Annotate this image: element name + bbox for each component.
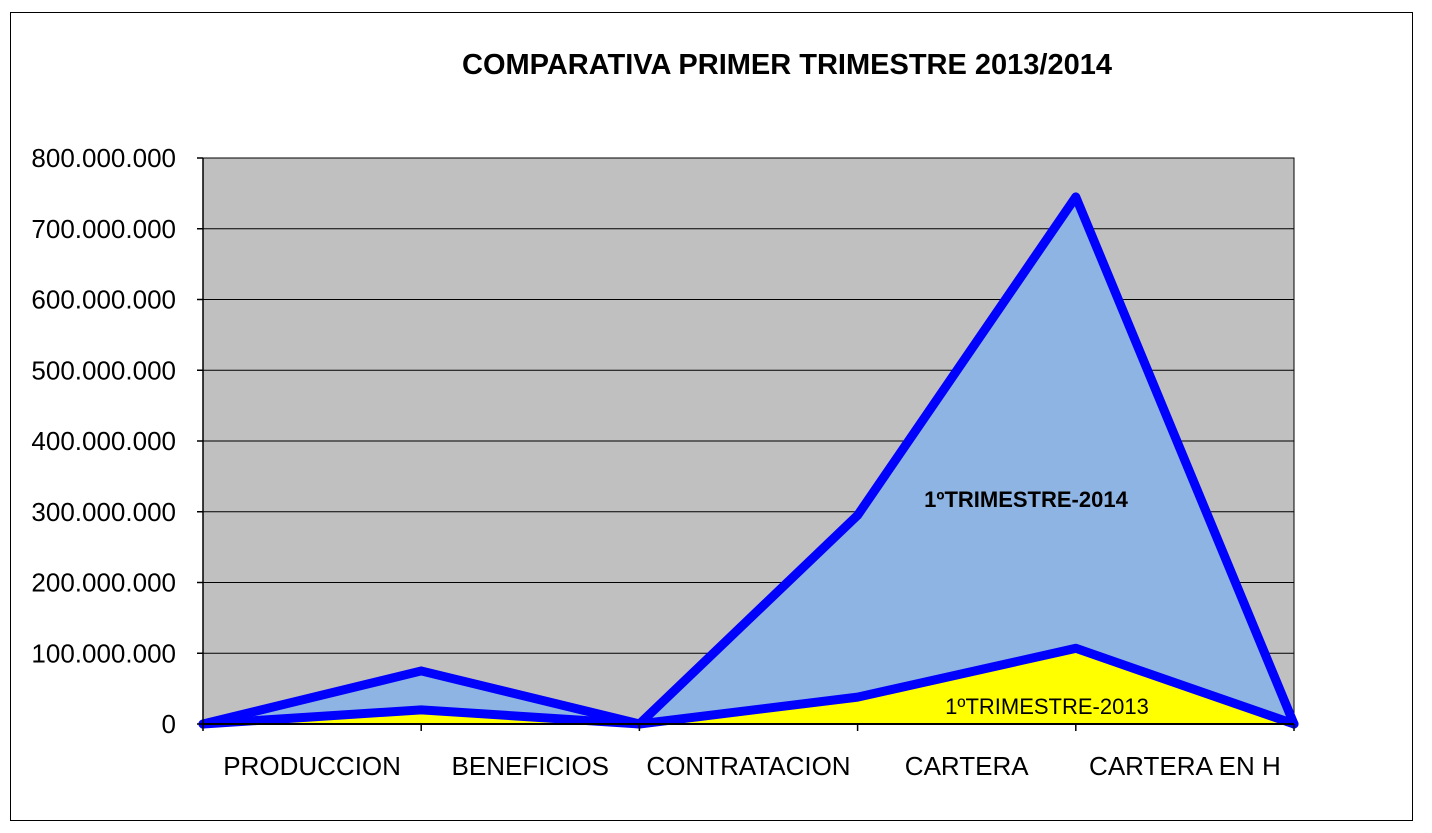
series-line-1 [198,643,1299,729]
axis-labels: 0 100.000.000 200.000.000 300.000.000 400.00… [31,143,1280,781]
series-areas [198,192,1299,729]
y-tick-label: 500.000.000 [31,355,176,385]
y-tick-label: 0 [162,709,176,739]
series-label-2014: 1ºTRIMESTRE-2014 [924,487,1128,512]
x-tick-label: BENEFICIOS [452,751,609,781]
y-tick-label: 300.000.000 [31,497,176,527]
y-tick-label: 100.000.000 [31,638,176,668]
x-tick-label: CARTERA EN H [1089,751,1281,781]
y-tick-label: 600.000.000 [31,285,176,315]
x-tick-label: PRODUCCION [223,751,401,781]
y-tick-label: 700.000.000 [31,214,176,244]
series-label-2013: 1ºTRIMESTRE-2013 [945,694,1149,719]
series-area-1 [203,648,1294,724]
x-tick-label: CONTRATACION [646,751,850,781]
y-tick-label: 400.000.000 [31,426,176,456]
series-line-0 [198,192,1299,729]
y-tick-label: 200.000.000 [31,568,176,598]
chart-title: COMPARATIVA PRIMER TRIMESTRE 2013/2014 [462,49,1112,81]
series-area-0 [203,196,1294,725]
axes [197,157,1295,731]
y-tick-label: 800.000.000 [31,143,176,173]
x-tick-label: CARTERA [905,751,1029,781]
